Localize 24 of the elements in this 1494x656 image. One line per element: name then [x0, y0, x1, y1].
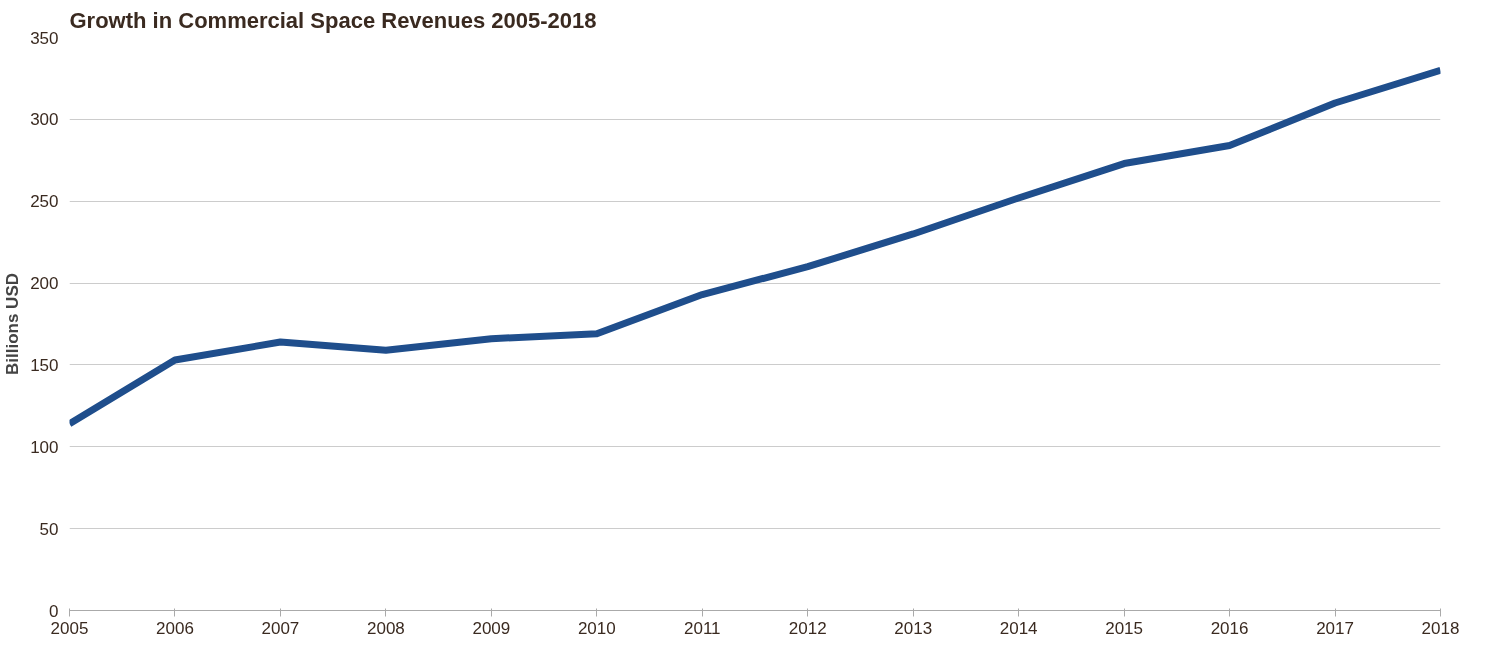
x-tick-label: 2006 [156, 618, 194, 638]
y-tick-label: 200 [30, 274, 59, 294]
y-tick-label: 0 [49, 601, 59, 621]
x-tick-label: 2017 [1316, 618, 1354, 638]
y-tick-label: 350 [30, 28, 59, 48]
chart-title: Growth in Commercial Space Revenues 2005-2018 [69, 7, 597, 33]
x-tick-label: 2014 [999, 618, 1038, 638]
y-axis-title: Billions USD [3, 272, 23, 375]
y-tick-label: 150 [30, 355, 59, 375]
x-tick-label: 2013 [894, 618, 933, 638]
y-tick-label: 250 [30, 192, 59, 212]
x-tick-label: 2007 [261, 618, 300, 638]
x-tick-label: 2012 [788, 618, 827, 638]
x-tick-label: 2008 [366, 618, 405, 638]
x-tick-label: 2005 [50, 618, 89, 638]
x-tick-label: 2015 [1105, 618, 1144, 638]
y-tick-label: 50 [39, 519, 59, 539]
x-tick-label: 2016 [1210, 618, 1249, 638]
y-tick-label: 100 [30, 437, 59, 457]
x-tick-label: 2010 [577, 618, 616, 638]
x-tick-label: 2018 [1421, 618, 1460, 638]
x-tick-label: 2009 [472, 618, 511, 638]
x-tick-label: 2011 [683, 618, 721, 638]
y-tick-label: 300 [30, 110, 59, 130]
